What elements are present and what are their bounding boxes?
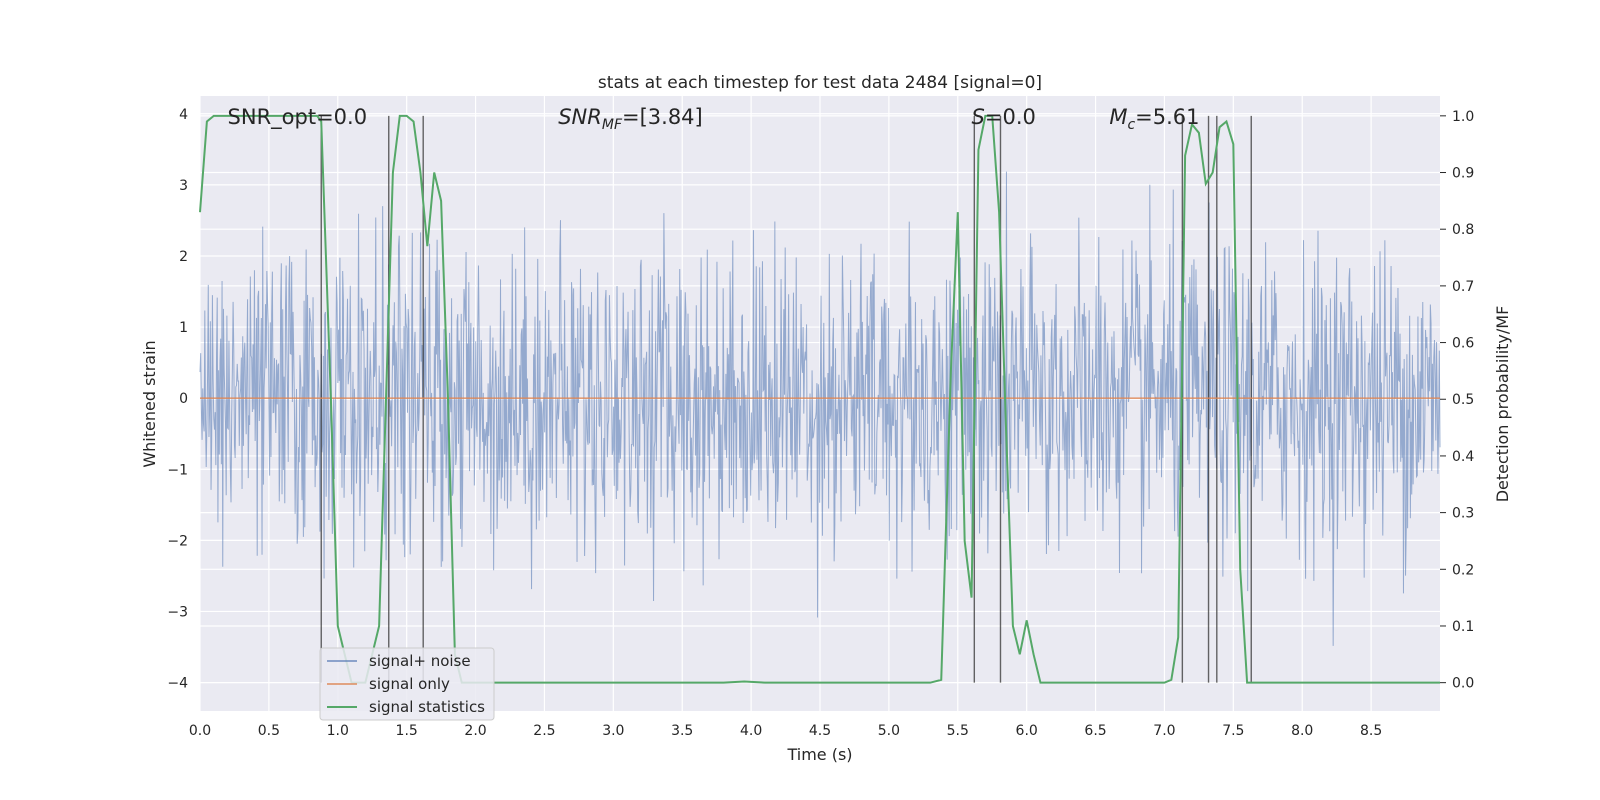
legend-box xyxy=(319,647,495,721)
right-tick-label-2: 0.2 xyxy=(1452,562,1474,578)
left-tick-label-7: 3 xyxy=(179,178,188,194)
annotation-3: Mc=5.61 xyxy=(1109,105,1199,133)
x-tick-label-8: 4.0 xyxy=(740,723,762,739)
right-tick-label-9: 0.9 xyxy=(1452,166,1474,182)
annotation-2: S=0.0 xyxy=(972,105,1036,129)
legend-label-stats: signal statistics xyxy=(369,698,485,716)
left-tick-label-6: 2 xyxy=(179,249,188,265)
left-tick-label-8: 4 xyxy=(179,107,188,123)
left-tick-label-2: −2 xyxy=(167,533,188,549)
x-tick-label-13: 6.5 xyxy=(1084,723,1106,739)
right-tick-label-1: 0.1 xyxy=(1452,619,1474,635)
chart-title: stats at each timestep for test data 248… xyxy=(598,73,1042,93)
line-series xyxy=(199,114,1440,684)
x-tick-label-5: 2.5 xyxy=(533,723,555,739)
right-tick-label-10: 1.0 xyxy=(1452,109,1474,125)
x-tick-label-4: 2.0 xyxy=(464,723,486,739)
right-tick-label-5: 0.5 xyxy=(1452,392,1474,408)
x-tick-label-7: 3.5 xyxy=(671,723,693,739)
right-tick-label-8: 0.8 xyxy=(1452,222,1474,238)
annotation-1: SNRMF=[3.84] xyxy=(558,105,703,133)
x-tick-label-16: 8.0 xyxy=(1291,723,1313,739)
left-tick-label-0: −4 xyxy=(167,676,188,692)
legend-label-noise: signal+ noise xyxy=(369,652,471,670)
x-axis-label: Time (s) xyxy=(786,745,852,764)
annotation-0: SNR_opt=0.0 xyxy=(228,105,368,130)
x-tick-label-12: 6.0 xyxy=(1016,723,1038,739)
legend: signal+ noise signal only signal statist… xyxy=(319,647,495,721)
right-tick-label-0: 0.0 xyxy=(1452,676,1474,692)
x-tick-label-0: 0.0 xyxy=(189,723,211,739)
left-axis-label: Whitened strain xyxy=(140,340,159,467)
x-tick-label-6: 3.0 xyxy=(602,723,624,739)
noise-series xyxy=(199,171,1441,646)
series-signal-noise xyxy=(199,171,1441,646)
x-tick-label-17: 8.5 xyxy=(1360,723,1382,739)
series-signal-statistics xyxy=(199,114,1440,684)
right-tick-label-6: 0.6 xyxy=(1452,336,1474,352)
x-tick-label-10: 5.0 xyxy=(878,723,900,739)
right-tick-label-4: 0.4 xyxy=(1452,449,1474,465)
left-tick-label-4: 0 xyxy=(179,391,188,407)
left-axis-ticks: −4 −3 −2 −1 0 1 2 3 4 xyxy=(167,107,188,692)
x-tick-label-11: 5.5 xyxy=(947,723,969,739)
left-tick-label-5: 1 xyxy=(179,320,188,336)
right-tick-label-7: 0.7 xyxy=(1452,279,1474,295)
legend-label-signal: signal only xyxy=(369,675,450,693)
x-tick-label-1: 0.5 xyxy=(258,723,280,739)
x-tick-label-14: 7.0 xyxy=(1153,723,1175,739)
right-axis-label: Detection probability/MF xyxy=(1493,306,1512,503)
x-axis-ticks: 0.0 0.5 1.0 1.5 2.0 2.5 3.0 3.5 4.0 4.5 5.0 5.5 6.0 6… xyxy=(189,723,1382,739)
x-tick-label-3: 1.5 xyxy=(396,723,418,739)
right-tick-label-3: 0.3 xyxy=(1452,506,1474,522)
left-tick-label-1: −3 xyxy=(167,604,188,620)
annotations: SNR_opt=0.0 SNRMF=[3.84] S=0.0 Mc=5.61 xyxy=(228,105,1200,133)
x-tick-label-9: 4.5 xyxy=(809,723,831,739)
left-tick-label-3: −1 xyxy=(167,462,188,478)
x-tick-label-15: 7.5 xyxy=(1222,723,1244,739)
right-axis-ticks: 0.0 0.1 0.2 0.3 0.4 0.5 0.6 0.7 0.8 0.9 1.0 xyxy=(1440,109,1474,692)
x-tick-label-2: 1.0 xyxy=(327,723,349,739)
